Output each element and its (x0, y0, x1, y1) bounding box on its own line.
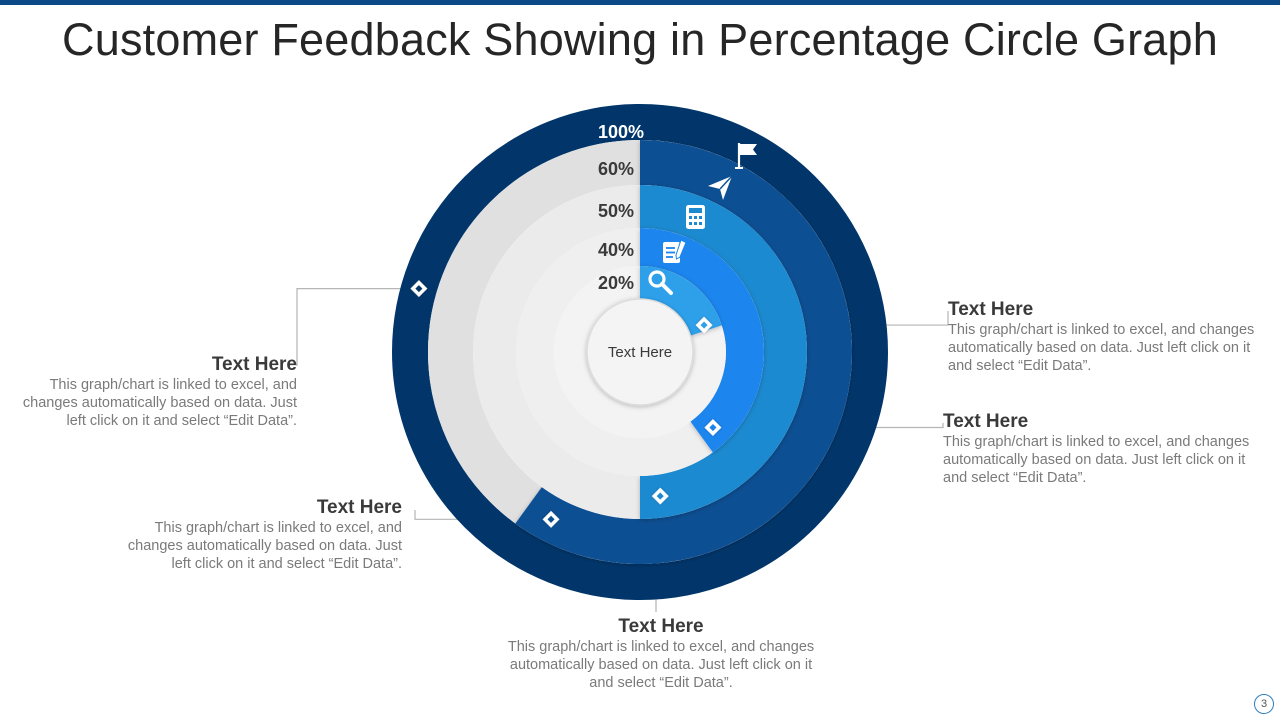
ring-label-60: 60% (598, 159, 634, 179)
ring-label-40: 40% (598, 240, 634, 260)
ring-marker-center (656, 492, 664, 500)
search-icon (648, 270, 673, 295)
callout-bottom: Text Here This graph/chart is linked to … (500, 616, 822, 692)
callout-body: This graph/chart is linked to excel, and… (22, 377, 297, 429)
callout-body: This graph/chart is linked to excel, and… (507, 639, 815, 691)
page-number: 3 (1254, 694, 1274, 714)
paper-plane-icon (708, 175, 733, 200)
ring-icons (648, 143, 757, 295)
top-accent-bar (0, 0, 1280, 5)
ring-value-labels: 100% 60% 50% 40% 20% (598, 122, 644, 293)
callout-right-middle: Text Here This graph/chart is linked to … (943, 411, 1261, 487)
callout-left-bottom: Text Here This graph/chart is linked to … (112, 497, 402, 573)
ring-marker-center (700, 321, 708, 329)
callout-right-top: Text Here This graph/chart is linked to … (948, 299, 1266, 375)
callout-left-top: Text Here This graph/chart is linked to … (22, 354, 297, 430)
page-title: Customer Feedback Showing in Percentage … (62, 14, 1218, 65)
ring-marker-center (415, 285, 423, 293)
callout-heading: Text Here (618, 616, 704, 637)
ring-marker-center (547, 515, 555, 523)
ring-label-100: 100% (598, 122, 644, 142)
ring-segment-100 (392, 104, 888, 600)
callout-body: This graph/chart is linked to excel, and… (948, 322, 1255, 374)
callout-body: This graph/chart is linked to excel, and… (943, 434, 1250, 486)
callout-heading: Text Here (948, 299, 1034, 320)
ring-marker-center (709, 423, 717, 432)
ring-segment-50 (640, 185, 807, 519)
ring-markers (410, 280, 722, 528)
center-circle (586, 298, 694, 406)
flag-icon (735, 143, 757, 169)
callout-body: This graph/chart is linked to excel, and… (127, 520, 402, 572)
callout-heading: Text Here (211, 354, 297, 375)
ring-label-20: 20% (598, 273, 634, 293)
ring-segment-40 (640, 228, 764, 453)
callout-heading: Text Here (316, 497, 402, 518)
center-hub: Text Here (586, 298, 694, 406)
center-label: Text Here (608, 344, 672, 361)
connector-line (296, 288, 419, 366)
ring-label-50: 50% (598, 201, 634, 221)
document-pen-icon (663, 239, 687, 263)
callout-heading: Text Here (943, 411, 1029, 432)
calculator-icon (686, 205, 705, 229)
